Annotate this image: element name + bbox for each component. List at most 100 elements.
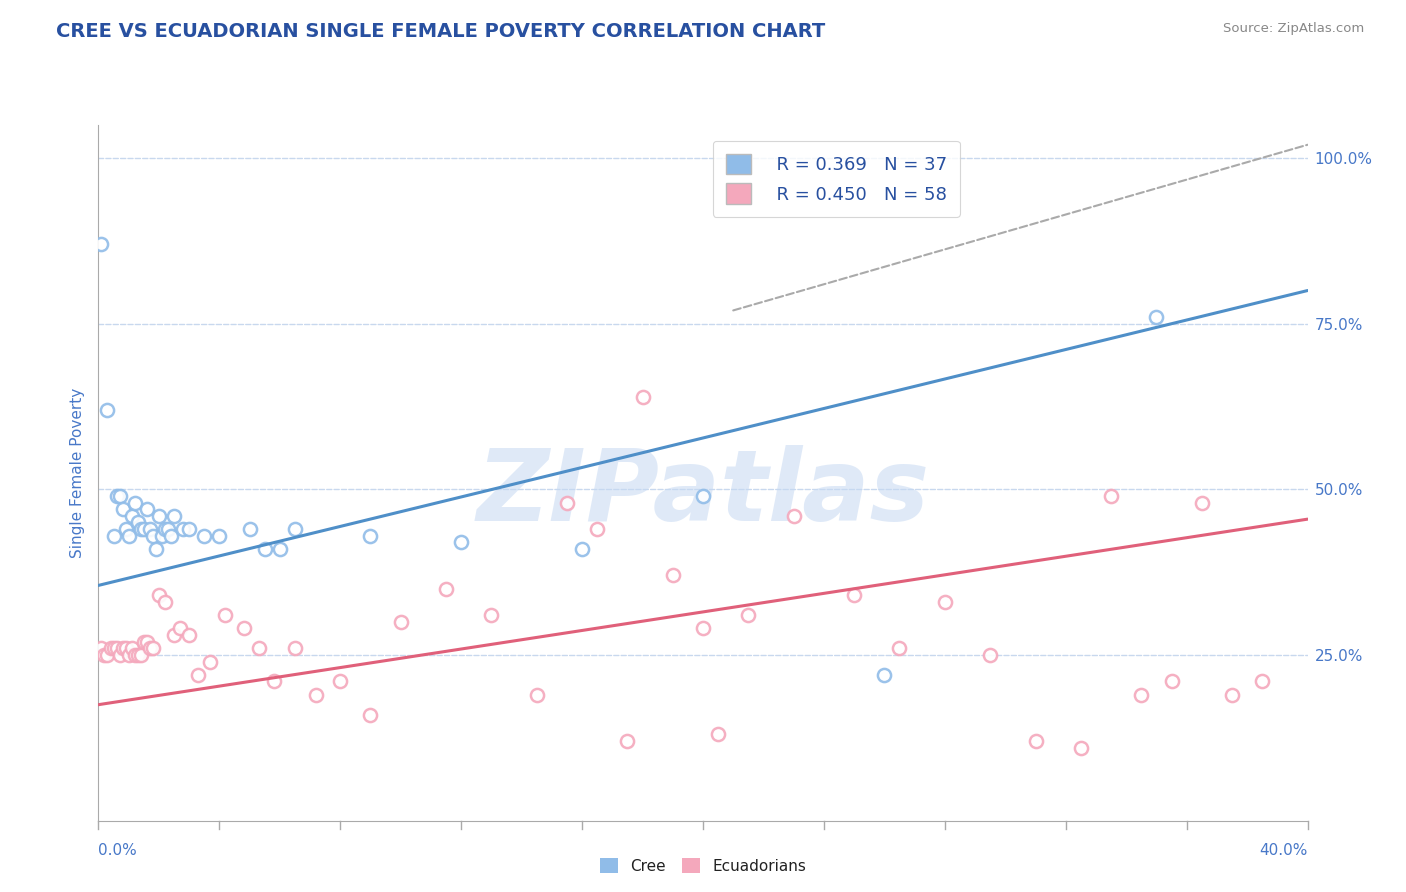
Point — [200, 655, 222, 669]
Point — [135, 502, 157, 516]
Point — [153, 595, 176, 609]
Point — [263, 674, 285, 689]
Point — [193, 529, 215, 543]
Text: Source: ZipAtlas.com: Source: ZipAtlas.com — [1223, 22, 1364, 36]
Point — [305, 688, 328, 702]
Point — [1130, 688, 1153, 702]
Point — [139, 522, 162, 536]
Y-axis label: Single Female Poverty: Single Female Poverty — [69, 388, 84, 558]
Point — [269, 541, 291, 556]
Point — [526, 688, 548, 702]
Point — [434, 582, 457, 596]
Point — [692, 489, 714, 503]
Point — [481, 608, 503, 623]
Point — [1191, 495, 1213, 509]
Point — [284, 641, 307, 656]
Point — [179, 522, 201, 536]
Point — [389, 615, 412, 629]
Legend:   R = 0.369   N = 37,   R = 0.450   N = 58: R = 0.369 N = 37, R = 0.450 N = 58 — [713, 141, 960, 217]
Point — [707, 727, 730, 741]
Point — [571, 541, 593, 556]
Point — [555, 495, 578, 509]
Point — [132, 634, 155, 648]
Text: 40.0%: 40.0% — [1260, 843, 1308, 858]
Point — [148, 588, 170, 602]
Point — [129, 522, 152, 536]
Point — [179, 628, 201, 642]
Point — [96, 648, 118, 662]
Point — [124, 648, 146, 662]
Point — [118, 529, 141, 543]
Point — [93, 648, 115, 662]
Point — [105, 489, 128, 503]
Point — [118, 648, 141, 662]
Point — [692, 622, 714, 636]
Point — [108, 489, 131, 503]
Point — [111, 502, 134, 516]
Point — [616, 734, 638, 748]
Point — [127, 516, 149, 530]
Point — [737, 608, 759, 623]
Point — [114, 641, 136, 656]
Point — [172, 522, 194, 536]
Point — [284, 522, 307, 536]
Point — [103, 641, 125, 656]
Point — [889, 641, 911, 656]
Point — [111, 641, 134, 656]
Point — [1070, 740, 1092, 755]
Point — [132, 522, 155, 536]
Text: 0.0%: 0.0% — [98, 843, 138, 858]
Point — [360, 529, 382, 543]
Point — [1251, 674, 1274, 689]
Point — [239, 522, 262, 536]
Point — [139, 641, 162, 656]
Point — [631, 390, 654, 404]
Point — [1160, 674, 1182, 689]
Point — [96, 402, 118, 417]
Point — [142, 529, 165, 543]
Point — [153, 522, 176, 536]
Point — [844, 588, 866, 602]
Point — [145, 541, 167, 556]
Point — [1099, 489, 1122, 503]
Point — [586, 522, 609, 536]
Point — [163, 508, 186, 523]
Point — [90, 641, 112, 656]
Point — [360, 707, 382, 722]
Legend: Cree, Ecuadorians: Cree, Ecuadorians — [593, 852, 813, 880]
Point — [214, 608, 236, 623]
Point — [148, 508, 170, 523]
Point — [253, 541, 276, 556]
Point — [156, 522, 179, 536]
Point — [142, 641, 165, 656]
Point — [169, 622, 191, 636]
Point — [114, 522, 136, 536]
Point — [873, 668, 896, 682]
Point — [662, 568, 685, 582]
Point — [450, 535, 472, 549]
Point — [187, 668, 209, 682]
Point — [160, 529, 183, 543]
Point — [124, 495, 146, 509]
Point — [103, 529, 125, 543]
Point — [247, 641, 270, 656]
Point — [1144, 310, 1167, 324]
Point — [121, 508, 143, 523]
Point — [150, 529, 173, 543]
Point — [232, 622, 254, 636]
Point — [934, 595, 956, 609]
Point — [90, 237, 112, 252]
Point — [163, 628, 186, 642]
Point — [329, 674, 352, 689]
Point — [121, 641, 143, 656]
Point — [129, 648, 152, 662]
Point — [1220, 688, 1243, 702]
Point — [105, 641, 128, 656]
Point — [108, 648, 131, 662]
Point — [127, 648, 149, 662]
Text: ZIPatlas: ZIPatlas — [477, 445, 929, 542]
Point — [979, 648, 1001, 662]
Point — [783, 508, 806, 523]
Point — [135, 634, 157, 648]
Text: CREE VS ECUADORIAN SINGLE FEMALE POVERTY CORRELATION CHART: CREE VS ECUADORIAN SINGLE FEMALE POVERTY… — [56, 22, 825, 41]
